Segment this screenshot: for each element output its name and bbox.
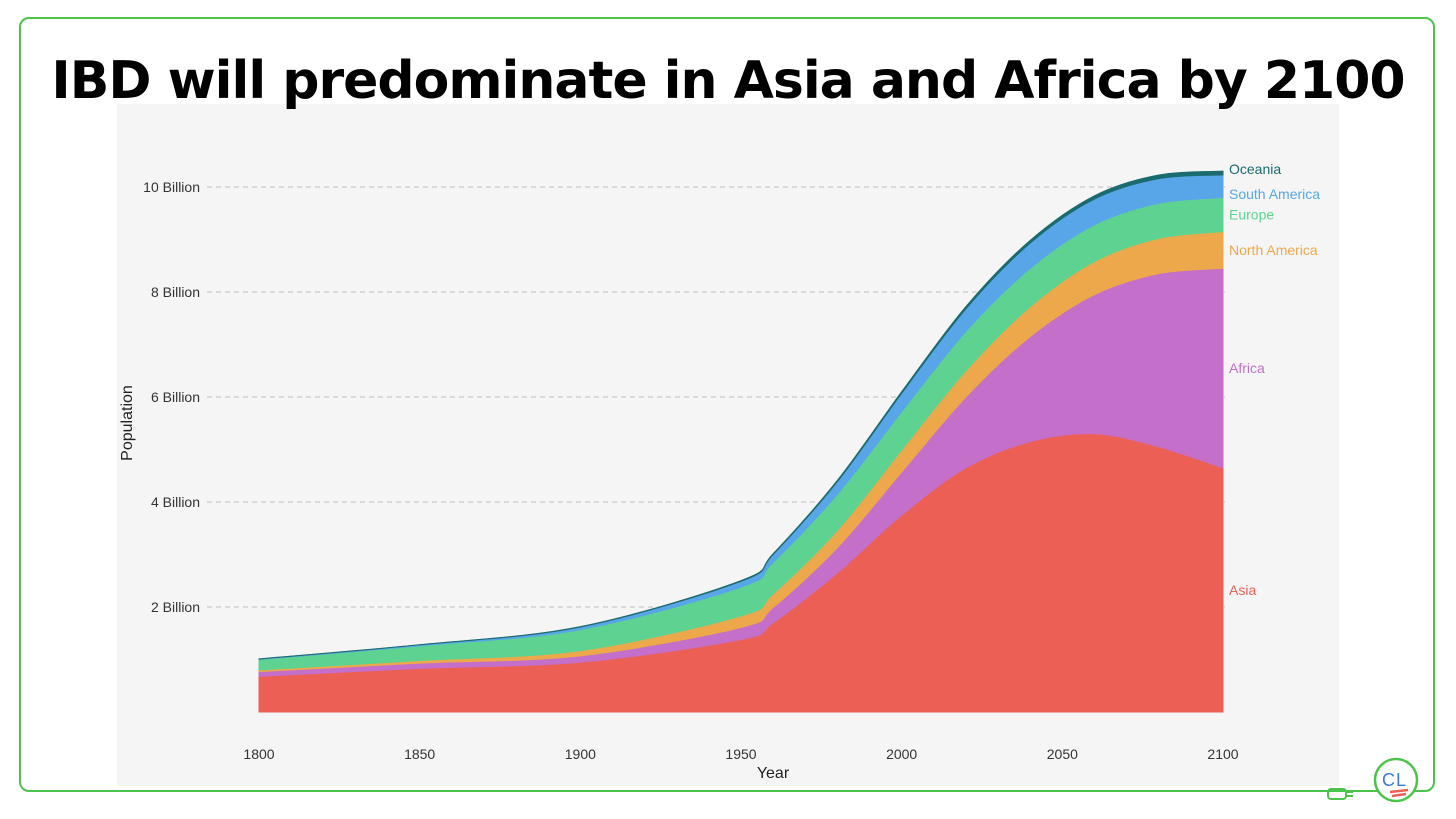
svg-text:C: C bbox=[1382, 770, 1395, 790]
series-label-asia: Asia bbox=[1229, 582, 1256, 598]
x-axis-label: Year bbox=[757, 765, 790, 782]
x-tick-label: 1850 bbox=[404, 746, 435, 762]
y-axis-label: Population bbox=[119, 385, 136, 461]
cl-logo-icon: C L bbox=[1373, 757, 1419, 803]
plug-icon bbox=[1327, 788, 1353, 800]
y-tick-label: 6 Billion bbox=[151, 389, 200, 405]
axis-ticks: 2 Billion 4 Billion 6 Billion 8 Billion 10 B… bbox=[143, 179, 1239, 762]
series-label-oceania: Oceania bbox=[1229, 161, 1281, 177]
x-tick-label: 1900 bbox=[565, 746, 596, 762]
series-label-south-america: South America bbox=[1229, 186, 1320, 202]
series-labels: Asia Africa North America Europe South Ameri… bbox=[1229, 161, 1320, 598]
x-tick-label: 1800 bbox=[243, 746, 274, 762]
series-label-africa: Africa bbox=[1229, 360, 1265, 376]
svg-text:L: L bbox=[1396, 770, 1406, 790]
y-tick-label: 2 Billion bbox=[151, 599, 200, 615]
slide-frame bbox=[19, 17, 1435, 792]
series-label-north-america: North America bbox=[1229, 242, 1318, 258]
y-tick-label: 8 Billion bbox=[151, 284, 200, 300]
x-tick-label: 1950 bbox=[725, 746, 756, 762]
x-tick-label: 2000 bbox=[886, 746, 917, 762]
slide-title: IBD will predominate in Asia and Africa … bbox=[51, 51, 1405, 111]
area-oceania bbox=[258, 170, 1224, 660]
area-series bbox=[258, 170, 1224, 713]
y-tick-label: 10 Billion bbox=[143, 179, 200, 195]
series-label-europe: Europe bbox=[1229, 207, 1274, 223]
x-tick-label: 2100 bbox=[1207, 746, 1238, 762]
y-tick-label: 4 Billion bbox=[151, 494, 200, 510]
x-tick-label: 2050 bbox=[1047, 746, 1078, 762]
